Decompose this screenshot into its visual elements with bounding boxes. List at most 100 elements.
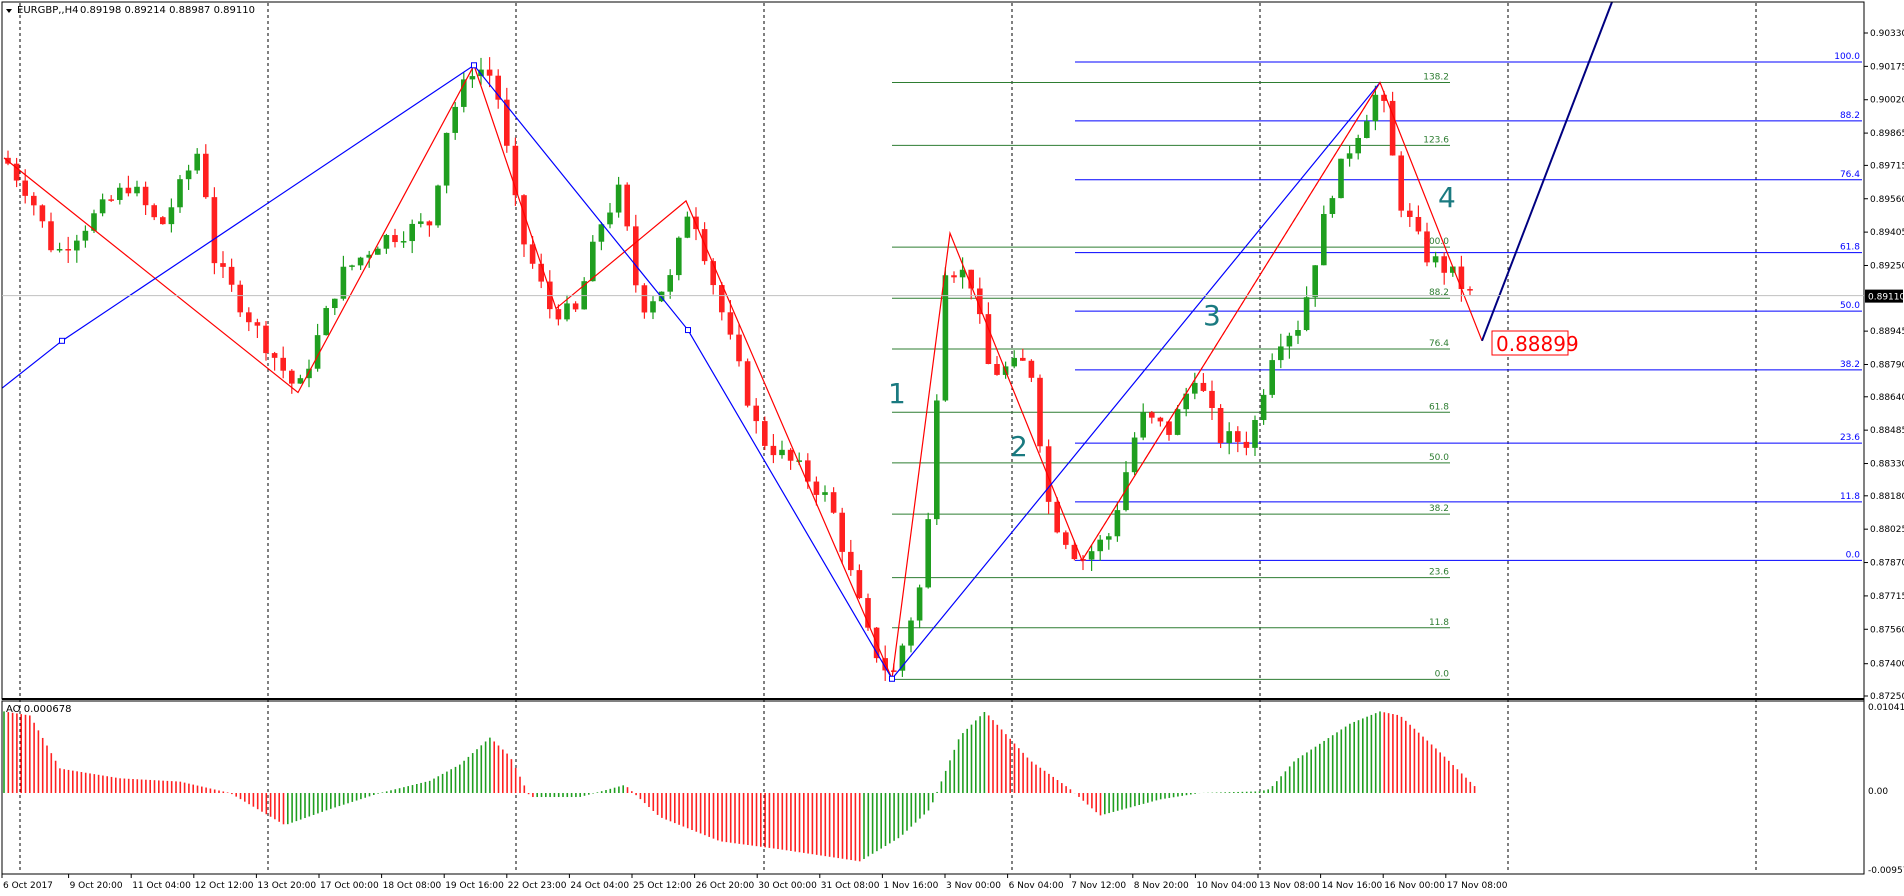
time-tick-label: 17 Oct 00:00 xyxy=(320,881,379,891)
bull-candle xyxy=(194,153,200,171)
bull-candle xyxy=(1286,335,1293,347)
time-tick-label: 30 Oct 00:00 xyxy=(758,881,817,891)
time-tick-label: 8 Nov 20:00 xyxy=(1134,881,1189,891)
bear-candle xyxy=(529,244,536,264)
bull-candle xyxy=(1372,94,1379,122)
bear-candle xyxy=(1235,431,1241,442)
bear-candle xyxy=(813,481,820,495)
bear-candle xyxy=(977,288,983,315)
bear-candle xyxy=(805,460,811,482)
projected-path-line[interactable] xyxy=(1481,1,1613,342)
price-tick-label: 0.87560 xyxy=(1870,625,1904,635)
time-tick-label: 25 Oct 12:00 xyxy=(633,881,692,891)
bear-candle xyxy=(160,217,166,225)
price-tick-label: 0.88180 xyxy=(1870,492,1904,502)
price-tick-label: 0.88025 xyxy=(1870,525,1904,535)
fib-blue-label: 0.0 xyxy=(1846,550,1861,560)
fib-green-label: 0.0 xyxy=(1435,669,1450,679)
bull-candle xyxy=(375,248,381,255)
anchor-marker[interactable] xyxy=(889,675,895,682)
bull-candle xyxy=(56,249,63,251)
fib-blue-label: 61.8 xyxy=(1840,243,1860,253)
bear-candle xyxy=(521,195,527,245)
bear-candle xyxy=(22,180,28,196)
bull-candle xyxy=(297,378,304,384)
bull-candle xyxy=(1123,472,1129,511)
fib-blue-label: 100.0 xyxy=(1834,52,1860,62)
bear-candle xyxy=(228,266,235,285)
bear-candle xyxy=(968,269,974,289)
ao-max-label: 0.010419 xyxy=(1868,703,1904,713)
bear-candle xyxy=(985,314,992,365)
current-price-label: 0.89110 xyxy=(1868,293,1904,303)
price-tick-label: 0.87715 xyxy=(1870,592,1904,602)
time-tick-label: 12 Oct 12:00 xyxy=(195,881,254,891)
time-axis[interactable]: 6 Oct 2017 9 Oct 20:00 11 Oct 04:00 12 Oct … xyxy=(1,874,1508,891)
bull-candle xyxy=(908,620,914,646)
time-tick-label: 11 Oct 04:00 xyxy=(132,881,191,891)
anchor-marker[interactable] xyxy=(59,337,65,344)
bull-candle xyxy=(400,241,407,243)
price-tick-label: 0.89250 xyxy=(1870,261,1904,271)
bull-candle xyxy=(306,368,312,379)
bull-candle xyxy=(1295,330,1301,336)
bear-candle xyxy=(48,221,54,251)
dashed-wave-line[interactable] xyxy=(1081,82,1381,561)
price-tick-label: 0.88790 xyxy=(1870,361,1904,371)
bear-candle xyxy=(271,353,278,358)
bear-candle xyxy=(1209,390,1215,408)
bull-candle xyxy=(435,185,441,226)
price-axis[interactable]: 0.90330 0.90175 0.90020 0.89865 0.89715 0.895… xyxy=(1864,29,1904,702)
time-tick-label: 6 Nov 04:00 xyxy=(1009,881,1064,891)
chart-header: EURGBP,,H4 0.89198 0.89214 0.88987 0.891… xyxy=(6,5,255,16)
time-tick-label: 22 Oct 23:00 xyxy=(508,881,567,891)
bear-candle xyxy=(1063,532,1069,545)
bear-candle xyxy=(1441,256,1447,273)
bear-candle xyxy=(736,334,742,362)
bear-candle xyxy=(13,163,20,181)
bull-candle xyxy=(1260,394,1267,421)
bull-candle xyxy=(168,207,175,225)
fib-retracement-blue[interactable]: 0.0 11.8 23.6 38.2 50.0 61.8 76.4 88.2 100.0 xyxy=(1075,52,1862,561)
ao-min-label: -0.009572 xyxy=(1868,866,1904,876)
time-tick-label: 3 Nov 00:00 xyxy=(946,881,1001,891)
bull-candle xyxy=(1226,431,1232,444)
bull-candle xyxy=(409,223,415,242)
bear-candle xyxy=(951,275,957,278)
price-tick-label: 0.89560 xyxy=(1870,195,1904,205)
dropdown-triangle-icon[interactable] xyxy=(6,9,12,13)
bull-candle xyxy=(1088,551,1095,560)
bull-candle xyxy=(452,106,458,133)
bull-candle xyxy=(185,170,192,180)
fib-green-label: 88.2 xyxy=(1429,288,1449,298)
bear-candle xyxy=(1028,360,1035,378)
bull-candle xyxy=(99,199,106,214)
price-tick-label: 0.88485 xyxy=(1870,426,1904,436)
bull-candle xyxy=(1140,412,1146,438)
fib-blue-label: 11.8 xyxy=(1840,492,1860,502)
time-tick-label: 9 Oct 20:00 xyxy=(70,881,123,891)
awesome-oscillator xyxy=(3,711,1476,862)
bear-candle xyxy=(762,421,768,446)
bear-candle xyxy=(263,325,269,354)
wave-label-3: 3 xyxy=(1203,299,1221,332)
fib-retracement-green[interactable]: 0.0 11.8 23.6 38.2 50.0 61.8 76.4 88.2 100.0 123.… xyxy=(892,73,1450,680)
trend-line[interactable] xyxy=(1,64,1381,680)
fib-green-label: 100.0 xyxy=(1423,237,1449,247)
time-tick-label: 16 Nov 00:00 xyxy=(1384,881,1445,891)
bear-candle xyxy=(856,570,863,599)
price-tick-label: 0.88640 xyxy=(1870,393,1904,403)
time-tick-label: 26 Oct 20:00 xyxy=(696,881,755,891)
time-tick-label: 1 Nov 16:00 xyxy=(883,881,938,891)
bear-candle xyxy=(865,598,871,628)
bull-candle xyxy=(564,303,570,320)
bull-candle xyxy=(461,79,467,107)
bear-candle xyxy=(753,405,759,422)
bear-candle xyxy=(280,357,286,371)
anchor-marker[interactable] xyxy=(685,327,691,334)
price-tick-label: 0.87870 xyxy=(1870,559,1904,569)
wave-lines[interactable] xyxy=(1,1,1613,682)
bull-candle xyxy=(650,301,656,313)
anchor-marker[interactable] xyxy=(471,62,477,69)
